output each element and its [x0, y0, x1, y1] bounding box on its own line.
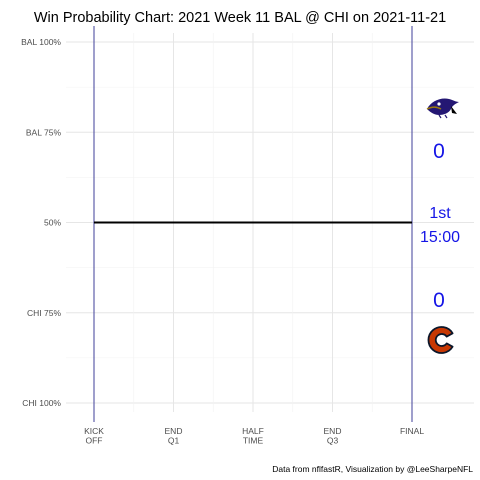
x-tick-label: FINAL [400, 426, 424, 436]
x-tick-label: HALF TIME [242, 426, 264, 446]
game-quarter: 1st [429, 205, 451, 222]
y-tick-label: 50% [44, 218, 61, 228]
x-tick-label: KICK OFF [84, 426, 104, 446]
x-axis-ticks: KICK OFF END Q1 HALF TIME END Q3 FINAL [84, 426, 424, 446]
x-tick-label: END Q3 [324, 426, 342, 446]
home-score: 0 [433, 289, 445, 312]
y-tick-label: CHI 75% [27, 308, 61, 318]
y-tick-label: BAL 75% [26, 127, 62, 137]
y-tick-label: BAL 100% [21, 37, 61, 47]
game-clock: 15:00 [420, 229, 460, 246]
ravens-logo [426, 98, 459, 119]
chart-title: Win Probability Chart: 2021 Week 11 BAL … [34, 10, 446, 26]
away-score: 0 [433, 140, 445, 163]
y-tick-label: CHI 100% [22, 398, 61, 408]
bears-logo [427, 326, 454, 354]
x-tick-label: END Q1 [165, 426, 183, 446]
y-axis-ticks: BAL 100% BAL 75% 50% CHI 75% CHI 100% [21, 37, 61, 408]
game-boundaries [93, 26, 413, 422]
chart-caption: Data from nflfastR, Visualization by @Le… [272, 464, 473, 474]
